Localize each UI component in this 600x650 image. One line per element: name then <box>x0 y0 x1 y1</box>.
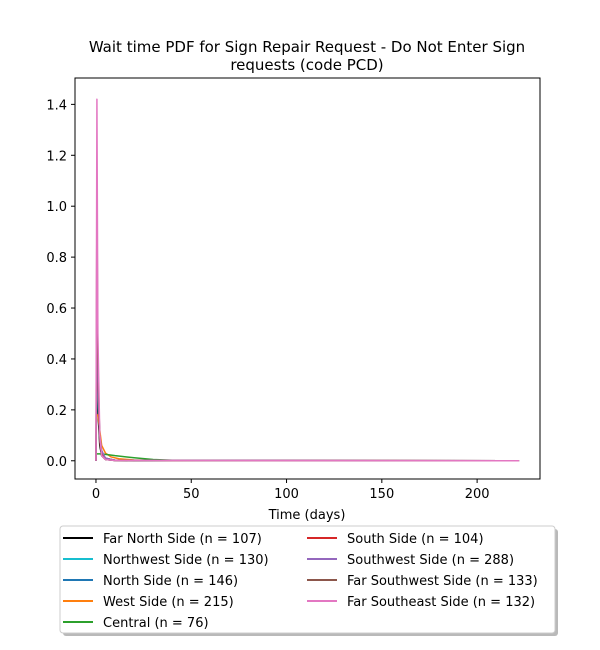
legend-label: Far Southeast Side (n = 132) <box>347 595 535 610</box>
series-line-8 <box>96 199 519 461</box>
y-tick-label: 0.4 <box>46 353 67 368</box>
x-tick-label: 0 <box>92 487 100 502</box>
y-axis: 0.0 0.2 0.4 0.6 0.8 1.0 1.2 1.4 <box>46 98 75 469</box>
legend-label: Southwest Side (n = 288) <box>347 553 514 568</box>
legend-label: Far Southwest Side (n = 133) <box>347 574 538 589</box>
plot-lines <box>96 99 519 460</box>
y-tick-label: 1.2 <box>46 149 67 164</box>
y-tick-label: 0.2 <box>46 404 67 419</box>
chart-title-line2: requests (code PCD) <box>230 56 383 74</box>
legend-label: South Side (n = 104) <box>347 532 484 547</box>
x-axis-label: Time (days) <box>268 508 346 523</box>
x-tick-label: 100 <box>274 487 299 502</box>
series-line-3 <box>96 313 519 461</box>
y-tick-label: 0.6 <box>46 302 67 317</box>
series-line-6 <box>96 298 519 461</box>
legend-label: Northwest Side (n = 130) <box>103 553 269 568</box>
axes-frame <box>75 78 540 479</box>
series-line-9 <box>96 99 519 460</box>
series-line-7 <box>96 295 519 460</box>
legend-label: West Side (n = 215) <box>103 595 234 610</box>
y-tick-label: 1.0 <box>46 200 67 215</box>
series-line-1 <box>96 361 519 460</box>
y-tick-label: 0.0 <box>46 455 67 470</box>
x-axis: 0 50 100 150 200 <box>92 479 490 502</box>
series-line-4 <box>96 415 519 461</box>
legend-label: North Side (n = 146) <box>103 574 238 589</box>
legend-label: Far North Side (n = 107) <box>103 532 262 547</box>
legend: Far North Side (n = 107) Northwest Side (… <box>60 526 558 636</box>
legend-label: Central (n = 76) <box>103 616 209 631</box>
x-tick-label: 200 <box>465 487 490 502</box>
y-tick-label: 0.8 <box>46 251 67 266</box>
y-tick-label: 1.4 <box>46 98 67 113</box>
x-tick-label: 150 <box>369 487 394 502</box>
x-tick-label: 50 <box>183 487 200 502</box>
series-line-2 <box>96 346 519 461</box>
chart-title: Wait time PDF for Sign Repair Request - … <box>89 38 525 56</box>
